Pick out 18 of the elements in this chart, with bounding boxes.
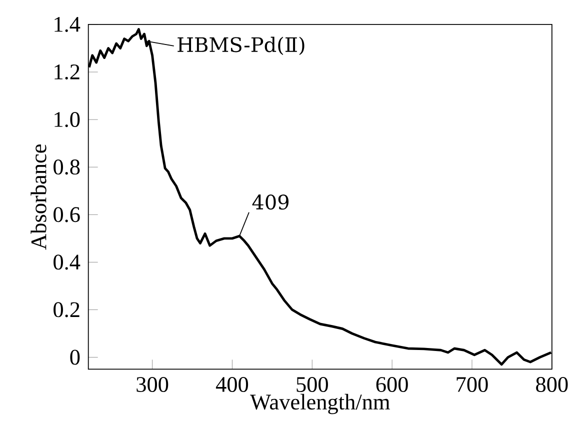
y-tick-label: 1.0 xyxy=(54,112,80,128)
x-tick-label: 600 xyxy=(376,377,408,392)
y-tick-label: 0.8 xyxy=(54,160,80,175)
x-tick-label: 300 xyxy=(136,377,168,392)
y-tick-label: 0.2 xyxy=(54,302,80,318)
y-tick-label: 1.4 xyxy=(54,17,80,32)
y-tick-label: 0.6 xyxy=(54,207,80,222)
y-tick-label: 0.4 xyxy=(54,254,80,270)
x-tick-label: 800 xyxy=(536,377,568,392)
annotation: 409 xyxy=(252,194,289,210)
x-tick-label: 500 xyxy=(296,377,328,392)
y-tick-label: 1.2 xyxy=(54,64,80,80)
y-axis-title: Absorbance xyxy=(30,144,46,250)
annotation: HBMS-Pd(Ⅱ) xyxy=(178,36,304,56)
y-tick-label: 0 xyxy=(70,350,80,365)
x-tick-label: 700 xyxy=(456,377,488,392)
x-axis-title: Wavelength/nm xyxy=(250,394,390,414)
x-tick-label: 400 xyxy=(216,377,248,392)
